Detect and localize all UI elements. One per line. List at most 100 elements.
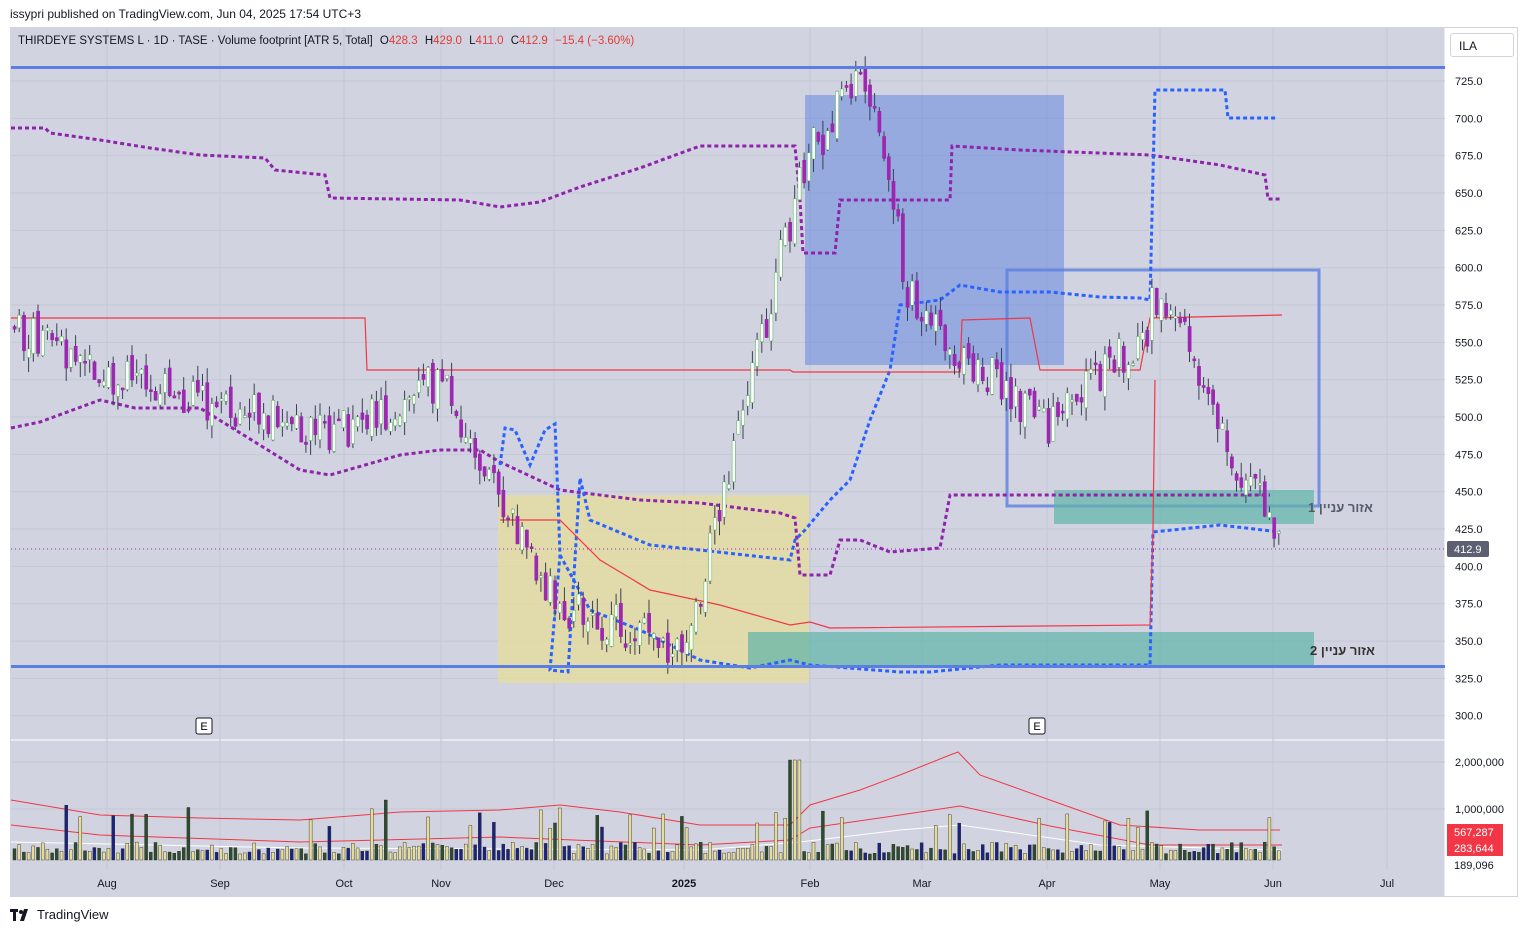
time-tick-label: Sep xyxy=(210,878,230,890)
close-label: C xyxy=(510,35,519,47)
candle-body xyxy=(257,392,261,425)
volume-bar xyxy=(1103,820,1107,861)
candle-body xyxy=(318,414,322,440)
candle-body xyxy=(374,401,379,428)
volume-bar xyxy=(656,850,661,861)
volume-bar xyxy=(520,846,524,861)
volume-bar xyxy=(999,851,1004,861)
candle-body xyxy=(139,369,144,375)
volume-bar xyxy=(139,847,144,861)
volume-bar xyxy=(1093,850,1098,861)
volume-bar xyxy=(388,851,393,861)
svg-text:E: E xyxy=(200,721,207,733)
volume-bar xyxy=(981,844,985,861)
axes: 725.0 700.0 675.0 650.0 625.0 600.0 575.0 550.0… xyxy=(97,76,1504,890)
candle-body xyxy=(919,316,924,322)
candle-body xyxy=(877,110,882,133)
candle-body xyxy=(459,419,463,438)
candle-body xyxy=(304,441,308,445)
candle-body xyxy=(1201,385,1206,388)
price-tick-label: 675.0 xyxy=(1455,151,1483,163)
candle-body xyxy=(384,395,388,430)
candle-body xyxy=(755,339,760,367)
price-tick-label: 375.0 xyxy=(1455,599,1483,611)
volume-bar xyxy=(26,852,31,861)
volume-bar xyxy=(205,849,209,861)
volume-bar xyxy=(261,853,266,861)
candle-body xyxy=(1168,309,1173,316)
volume-bar xyxy=(299,848,303,861)
candle-body xyxy=(962,347,966,375)
price-tick-label: 525.0 xyxy=(1455,375,1483,387)
candle-body xyxy=(769,313,774,342)
volume-bar xyxy=(1215,853,1220,861)
volume-bar xyxy=(1277,850,1281,861)
volume-bar xyxy=(12,848,17,861)
candle-body xyxy=(125,361,130,390)
volume-bar xyxy=(877,842,881,861)
volume-bar xyxy=(196,849,200,861)
volume-bar xyxy=(887,852,891,861)
symbol-legend[interactable]: THIRDEYE SYSTEMS L · 1D · TASE · Volume … xyxy=(18,35,634,47)
price-tick-label: 550.0 xyxy=(1455,337,1483,349)
volume-bar xyxy=(473,844,477,861)
volume-bar xyxy=(323,852,327,861)
candle-body xyxy=(1253,473,1258,479)
candle-body xyxy=(572,610,576,622)
candle-body xyxy=(924,310,929,325)
volume-bar xyxy=(1037,818,1041,861)
currency-button[interactable]: ILA xyxy=(1450,33,1514,57)
candle-body xyxy=(1131,363,1136,366)
candle-body xyxy=(1187,326,1192,352)
volume-bar xyxy=(186,807,191,861)
candle-body xyxy=(778,239,783,278)
candle-body xyxy=(802,160,807,184)
candle-body xyxy=(901,213,905,282)
candle-body xyxy=(31,318,36,354)
candle-body xyxy=(619,602,623,637)
volume-bar xyxy=(1070,851,1074,861)
volume-bar xyxy=(379,845,383,861)
open-label: O xyxy=(379,35,389,47)
volume-bar xyxy=(1018,849,1022,861)
volume-bar xyxy=(938,849,943,861)
volume-bar xyxy=(247,851,252,861)
volume-bar xyxy=(854,842,858,861)
candle-body xyxy=(102,381,106,387)
volume-bar xyxy=(163,851,167,861)
candle-body xyxy=(525,529,529,548)
volume-bar xyxy=(22,851,26,861)
purple-lower-band xyxy=(10,398,1270,577)
candle-body xyxy=(1277,531,1281,534)
candle-body xyxy=(97,379,102,383)
candle-body xyxy=(369,398,374,437)
volume-bar xyxy=(1272,846,1276,861)
footer-brand[interactable]: TradingView xyxy=(10,907,109,922)
candle-body xyxy=(581,597,586,625)
candle-body xyxy=(1018,391,1023,423)
volume-bar xyxy=(426,816,430,861)
volume-bar xyxy=(948,814,952,861)
volume-bar xyxy=(915,849,919,861)
candle-body xyxy=(412,395,416,405)
volume-bar xyxy=(384,799,388,861)
candle-body xyxy=(1145,329,1150,347)
candle-body xyxy=(196,379,200,393)
volume-bar xyxy=(1239,842,1243,861)
candle-body xyxy=(713,517,717,531)
volume-bar xyxy=(370,808,374,861)
candle-body xyxy=(966,343,971,359)
volume-bar xyxy=(1009,847,1013,861)
red-level-line xyxy=(11,314,1283,373)
candle-body xyxy=(219,398,224,402)
candle-body xyxy=(266,415,271,435)
volume-bar xyxy=(341,847,346,861)
volume-bar xyxy=(454,849,458,861)
candle-body xyxy=(261,412,266,430)
earnings-marker[interactable]: E xyxy=(195,717,213,735)
volume-bar xyxy=(116,852,120,861)
candle-body xyxy=(830,123,835,133)
volume-bar xyxy=(257,849,261,861)
earnings-marker[interactable]: E xyxy=(1028,717,1046,735)
